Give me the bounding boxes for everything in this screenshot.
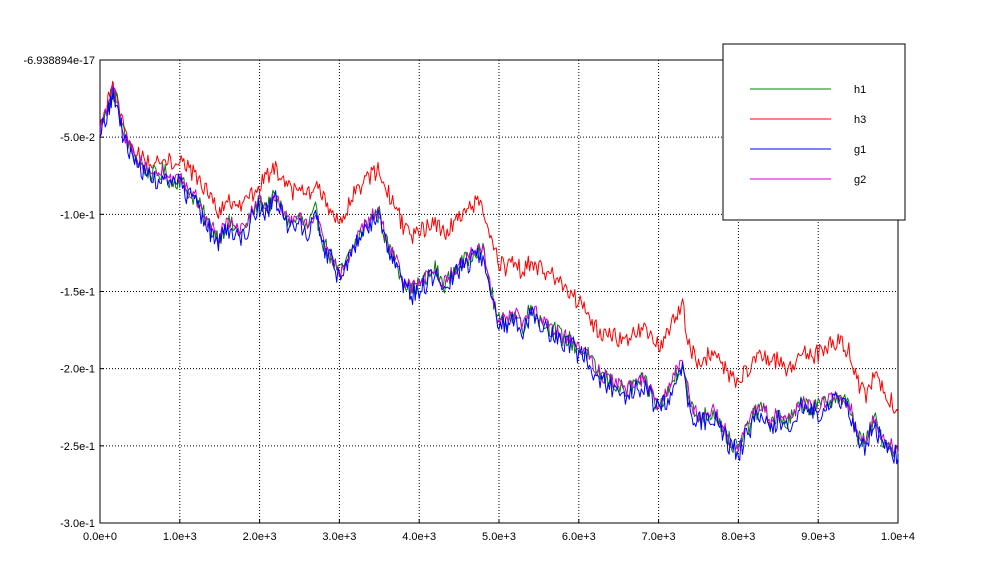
y-tick-label: -1.5e-1 bbox=[60, 287, 95, 299]
legend: h1 h3 g1 g2 bbox=[722, 43, 906, 221]
series-line-g1 bbox=[99, 87, 899, 465]
x-tick-label: 9.0e+3 bbox=[801, 531, 835, 543]
legend-label-h3: h3 bbox=[854, 114, 866, 126]
x-axis: 0.0e+0 1.0e+3 2.0e+3 3.0e+3 4.0e+3 5.0e+3 6.0e… bbox=[83, 519, 915, 543]
y-tick-label: -2.5e-1 bbox=[60, 441, 95, 453]
x-tick-label: 7.0e+3 bbox=[642, 531, 676, 543]
x-tick-label: 3.0e+3 bbox=[322, 531, 356, 543]
legend-box bbox=[722, 43, 906, 221]
y-tick-label: -5.0e-2 bbox=[60, 132, 95, 144]
y-tick-label: -3.0e-1 bbox=[60, 518, 95, 530]
y-tick-label: -2.0e-1 bbox=[60, 364, 95, 376]
x-tick-label: 0.0e+0 bbox=[83, 531, 117, 543]
legend-label-g1: g1 bbox=[854, 144, 866, 156]
x-tick-label: 6.0e+3 bbox=[562, 531, 596, 543]
legend-label-g2: g2 bbox=[854, 174, 866, 186]
x-tick-label: 5.0e+3 bbox=[482, 531, 516, 543]
series-group bbox=[99, 80, 899, 465]
series-line-h3 bbox=[99, 80, 899, 414]
x-tick-label: 2.0e+3 bbox=[243, 531, 277, 543]
y-tick-label: -6.938894e-17 bbox=[23, 55, 95, 67]
x-tick-label: 8.0e+3 bbox=[721, 531, 755, 543]
legend-label-h1: h1 bbox=[854, 84, 866, 96]
x-tick-label: 4.0e+3 bbox=[402, 531, 436, 543]
series-line-g2 bbox=[99, 84, 899, 456]
y-tick-label: -1.0e-1 bbox=[60, 209, 95, 221]
grid bbox=[100, 60, 898, 523]
x-tick-label: 1.0e+3 bbox=[163, 531, 197, 543]
y-axis: -6.938894e-17 -5.0e-2 -1.0e-1 -1.5e-1 -2.0e-… bbox=[23, 55, 104, 530]
x-tick-label: 1.0e+4 bbox=[881, 531, 915, 543]
